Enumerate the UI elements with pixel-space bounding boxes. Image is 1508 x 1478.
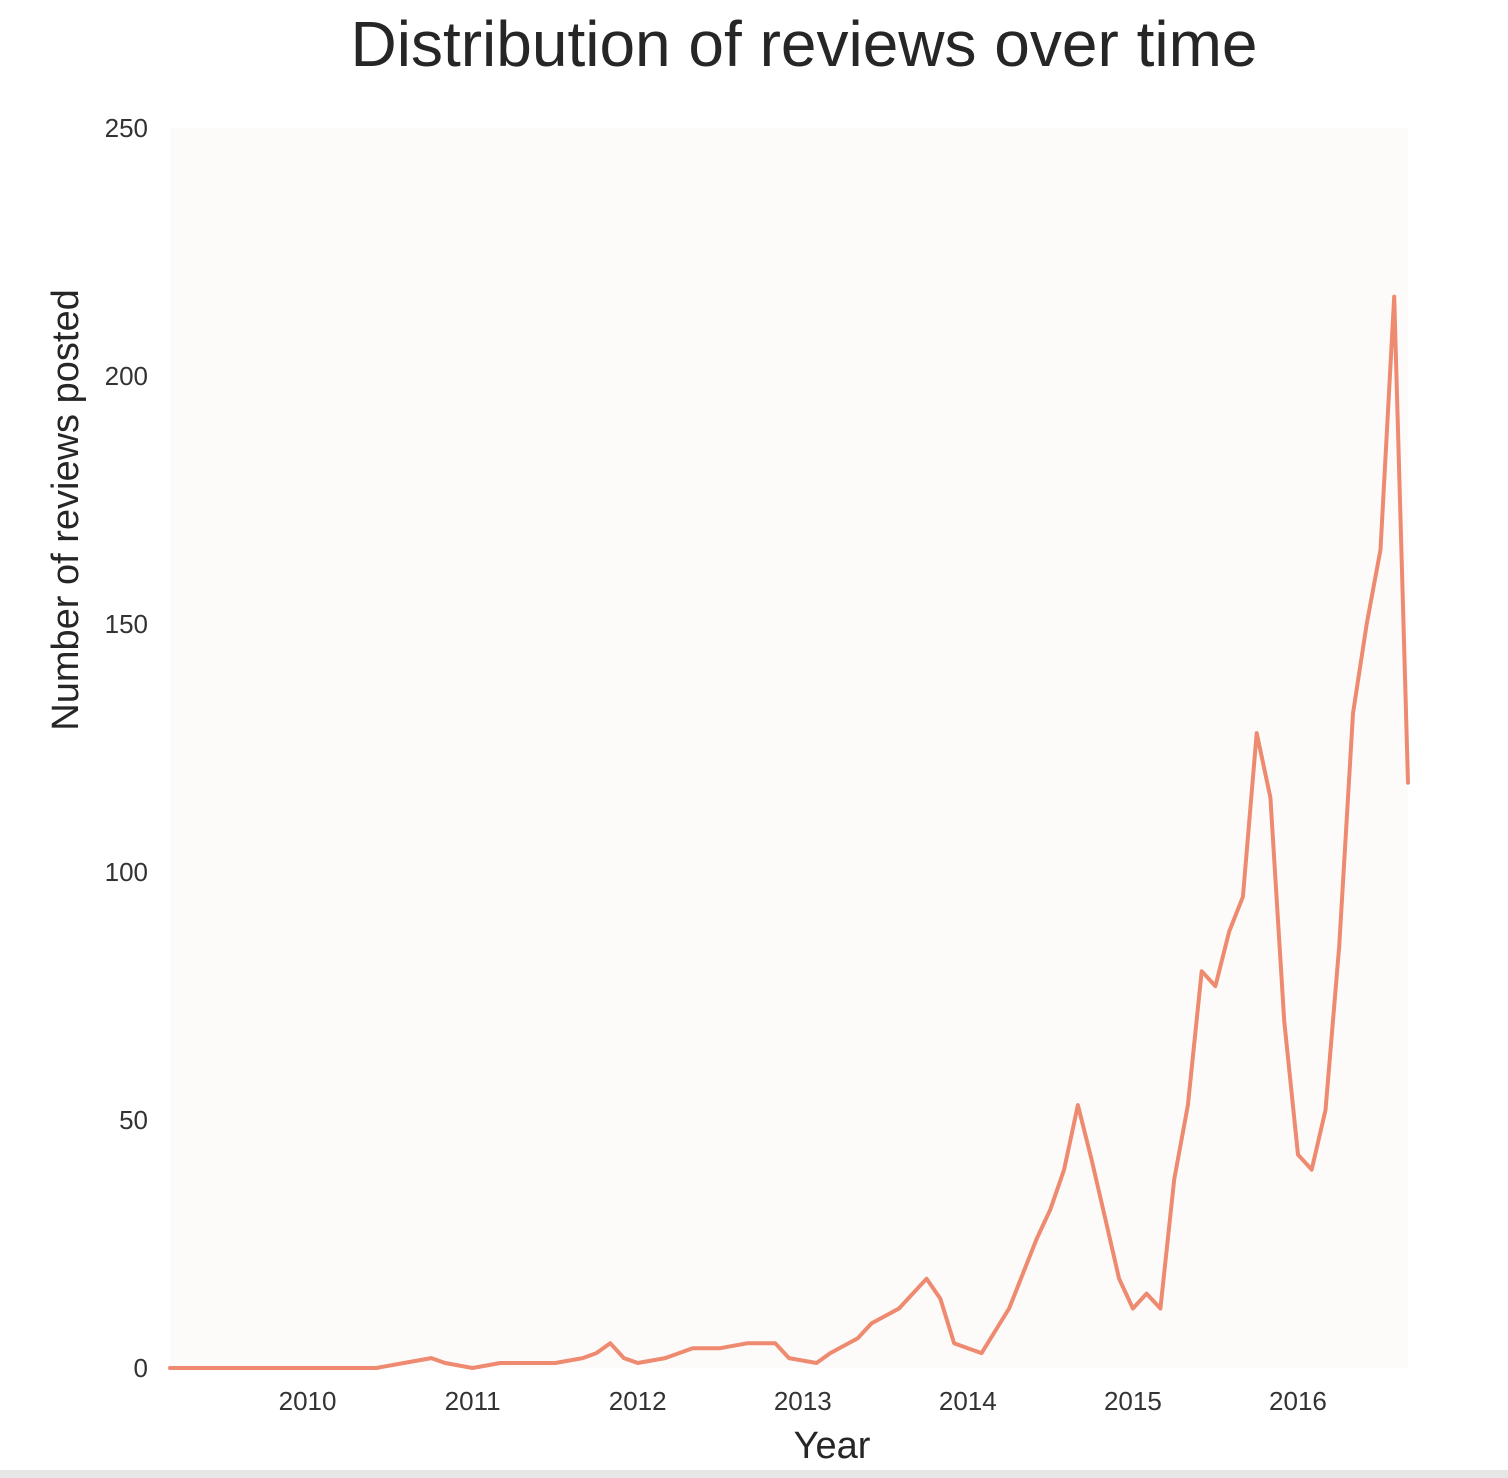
y-tick-label: 50 [119,1105,148,1135]
window-bottom-edge [0,1470,1508,1478]
x-tick-label: 2012 [609,1386,667,1416]
plot-area [170,128,1408,1368]
y-tick-label: 150 [105,609,148,639]
chart-title: Distribution of reviews over time [351,8,1258,80]
y-tick-label: 0 [134,1353,148,1383]
x-axis-label: Year [794,1425,871,1467]
y-tick-label: 200 [105,361,148,391]
y-tick-label: 100 [105,857,148,887]
x-axis-ticks: 2010 2011 2012 2013 2014 2015 2016 [279,1386,1327,1416]
y-tick-label: 250 [105,113,148,143]
y-axis-label: Number of reviews posted [45,289,87,730]
x-tick-label: 2011 [445,1386,501,1416]
y-axis-ticks: 0 50 100 150 200 250 [105,113,148,1383]
x-tick-label: 2013 [774,1386,832,1416]
x-tick-label: 2016 [1269,1386,1327,1416]
x-tick-label: 2015 [1104,1386,1162,1416]
x-tick-label: 2010 [279,1386,337,1416]
x-tick-label: 2014 [939,1386,997,1416]
series-line [168,294,1410,1370]
